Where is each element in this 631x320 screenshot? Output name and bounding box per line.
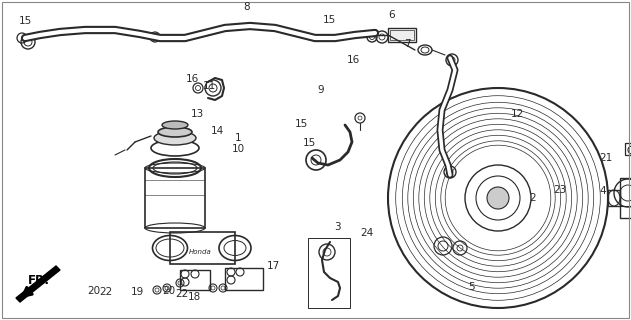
Text: 15: 15 [323, 15, 336, 25]
Bar [308, 238, 350, 308]
Text: 1: 1 [235, 132, 242, 143]
Text: 19: 19 [131, 287, 144, 297]
Text: 14: 14 [211, 125, 224, 136]
Text: 5: 5 [469, 282, 475, 292]
Text: 9: 9 [317, 85, 324, 95]
Text: 15: 15 [303, 138, 316, 148]
Text: 11: 11 [203, 81, 216, 92]
Bar [225, 268, 263, 290]
Polygon shape [16, 266, 60, 302]
Text: 15: 15 [295, 119, 307, 129]
Text: 16: 16 [347, 55, 360, 65]
Ellipse shape [162, 121, 188, 129]
Text: Honda: Honda [189, 249, 211, 255]
Ellipse shape [154, 131, 196, 145]
Bar [625, 143, 631, 155]
Text: 10: 10 [232, 144, 245, 154]
Text: 23: 23 [554, 185, 567, 196]
Bar [170, 232, 235, 264]
Text: 20: 20 [87, 285, 100, 296]
Text: 22: 22 [175, 289, 188, 299]
Circle shape [487, 187, 509, 209]
Text: 21: 21 [599, 153, 612, 164]
Text: 17: 17 [268, 261, 280, 271]
Text: 12: 12 [511, 108, 524, 119]
Bar [145, 168, 205, 228]
Bar [390, 30, 414, 40]
Text: 2: 2 [529, 193, 536, 203]
Text: 13: 13 [191, 108, 204, 119]
Bar [620, 178, 631, 218]
Text: 22: 22 [100, 287, 112, 297]
Bar [608, 190, 620, 206]
Text: 20: 20 [163, 285, 175, 296]
Text: 15: 15 [19, 16, 32, 26]
Text: 3: 3 [334, 222, 341, 232]
Ellipse shape [158, 127, 192, 137]
Text: 6: 6 [388, 10, 394, 20]
Text: 18: 18 [188, 292, 201, 302]
Text: 16: 16 [186, 74, 199, 84]
Text: 7: 7 [404, 39, 410, 49]
Text: 4: 4 [599, 186, 606, 196]
Bar [180, 270, 210, 290]
Text: 8: 8 [243, 2, 249, 12]
Text: FR.: FR. [28, 274, 50, 286]
Text: 24: 24 [361, 228, 374, 238]
Bar [388, 28, 416, 42]
